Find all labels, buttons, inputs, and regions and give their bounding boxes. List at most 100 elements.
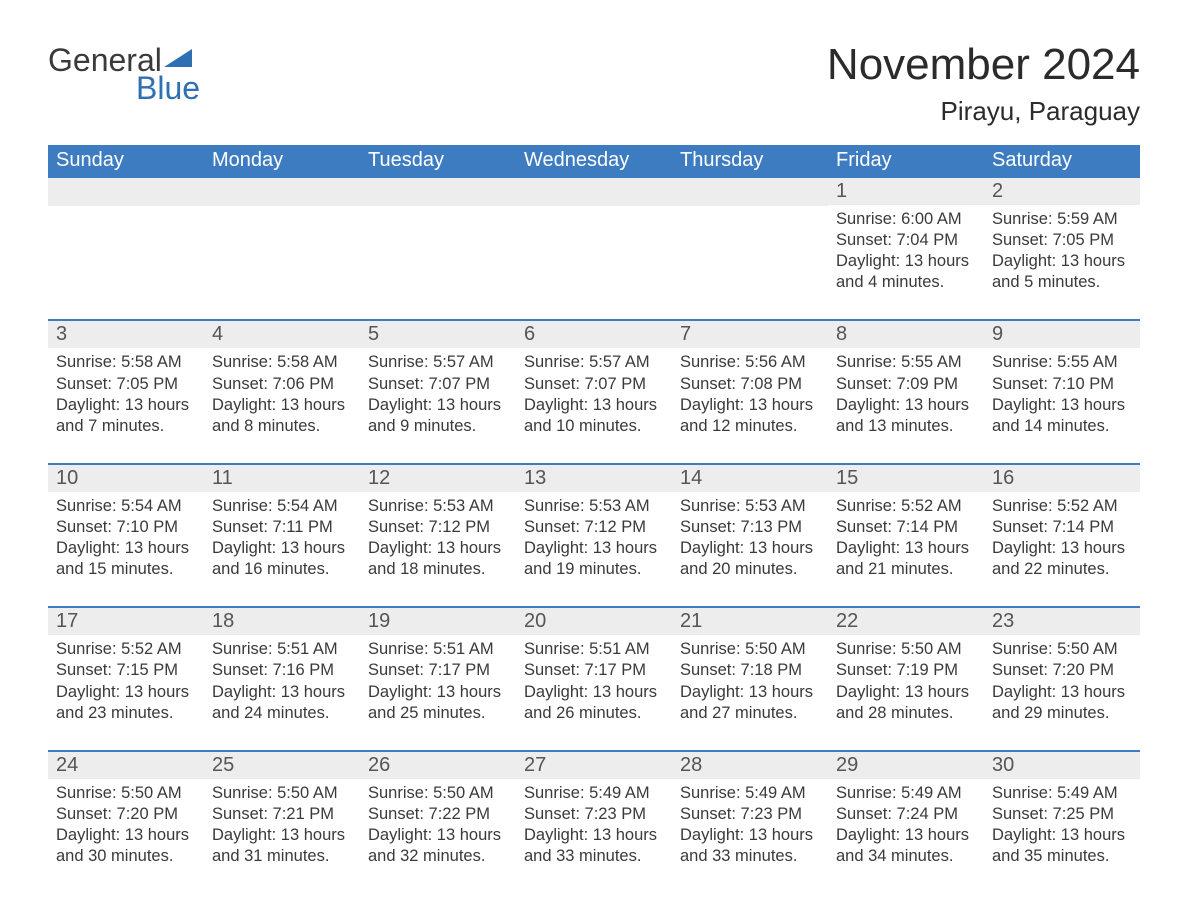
day-number: 8 bbox=[828, 321, 984, 348]
day-details: Sunrise: 5:49 AMSunset: 7:23 PMDaylight:… bbox=[524, 783, 664, 867]
calendar-day: 12 Sunrise: 5:53 AMSunset: 7:12 PMDayligh… bbox=[360, 465, 516, 588]
calendar-week: 24Sunrise: 5:50 AMSunset: 7:20 PMDayligh… bbox=[48, 750, 1140, 875]
sunset-text: Sunset: 7:14 PM bbox=[992, 517, 1132, 538]
day-number: 13 bbox=[516, 465, 672, 492]
sunrise-text: Sunrise: 5:58 AM bbox=[56, 352, 196, 373]
logo-triangle-icon bbox=[164, 40, 192, 72]
daylight-text: Daylight: 13 hours and 9 minutes. bbox=[368, 395, 508, 437]
daylight-text: Daylight: 13 hours and 34 minutes. bbox=[836, 825, 976, 867]
empty-day-bar bbox=[360, 178, 516, 206]
day-number: 11 bbox=[204, 465, 360, 492]
sunrise-text: Sunrise: 5:49 AM bbox=[992, 783, 1132, 804]
day-details: Sunrise: 5:59 AMSunset: 7:05 PMDaylight:… bbox=[992, 209, 1132, 293]
weekday-header: Sunday bbox=[48, 145, 204, 178]
day-number: 12 bbox=[360, 465, 516, 492]
day-number: 28 bbox=[672, 752, 828, 779]
sunrise-text: Sunrise: 5:49 AM bbox=[680, 783, 820, 804]
daylight-text: Daylight: 13 hours and 24 minutes. bbox=[212, 682, 352, 724]
sunset-text: Sunset: 7:04 PM bbox=[836, 230, 976, 251]
daylight-text: Daylight: 13 hours and 7 minutes. bbox=[56, 395, 196, 437]
calendar-day: 17Sunrise: 5:52 AMSunset: 7:15 PMDayligh… bbox=[48, 608, 204, 731]
sunrise-text: Sunrise: 5:54 AM bbox=[212, 496, 352, 517]
weekday-header: Wednesday bbox=[516, 145, 672, 178]
calendar-week: 10Sunrise: 5:54 AMSunset: 7:10 PMDayligh… bbox=[48, 463, 1140, 588]
sunrise-text: Sunrise: 5:52 AM bbox=[836, 496, 976, 517]
daylight-text: Daylight: 13 hours and 13 minutes. bbox=[836, 395, 976, 437]
daylight-text: Daylight: 13 hours and 4 minutes. bbox=[836, 251, 976, 293]
sunrise-text: Sunrise: 5:50 AM bbox=[836, 639, 976, 660]
calendar-empty-day bbox=[204, 178, 360, 301]
calendar-day: 26 Sunrise: 5:50 AMSunset: 7:22 PMDayligh… bbox=[360, 752, 516, 875]
day-number: 17 bbox=[48, 608, 204, 635]
sunset-text: Sunset: 7:21 PM bbox=[212, 804, 352, 825]
empty-day-bar bbox=[204, 178, 360, 206]
day-details: Sunrise: 5:56 AMSunset: 7:08 PMDaylight:… bbox=[680, 352, 820, 436]
calendar-empty-day bbox=[360, 178, 516, 301]
sunrise-text: Sunrise: 5:49 AM bbox=[524, 783, 664, 804]
day-number: 27 bbox=[516, 752, 672, 779]
brand-logo: General Blue bbox=[48, 40, 200, 104]
calendar-day: 11Sunrise: 5:54 AMSunset: 7:11 PMDayligh… bbox=[204, 465, 360, 588]
sunrise-text: Sunrise: 5:57 AM bbox=[368, 352, 508, 373]
sunset-text: Sunset: 7:25 PM bbox=[992, 804, 1132, 825]
weekday-header: Saturday bbox=[984, 145, 1140, 178]
sunset-text: Sunset: 7:12 PM bbox=[524, 517, 664, 538]
day-details: Sunrise: 5:54 AMSunset: 7:10 PMDaylight:… bbox=[56, 496, 196, 580]
sunset-text: Sunset: 7:22 PM bbox=[368, 804, 508, 825]
day-number: 5 bbox=[360, 321, 516, 348]
weekday-header: Tuesday bbox=[360, 145, 516, 178]
daylight-text: Daylight: 13 hours and 22 minutes. bbox=[992, 538, 1132, 580]
day-details: Sunrise: 5:50 AMSunset: 7:20 PMDaylight:… bbox=[56, 783, 196, 867]
sunset-text: Sunset: 7:11 PM bbox=[212, 517, 352, 538]
day-number: 18 bbox=[204, 608, 360, 635]
sunrise-text: Sunrise: 5:53 AM bbox=[368, 496, 508, 517]
weekday-header-row: Sunday Monday Tuesday Wednesday Thursday… bbox=[48, 145, 1140, 178]
day-details: Sunrise: 5:57 AMSunset: 7:07 PMDaylight:… bbox=[368, 352, 508, 436]
daylight-text: Daylight: 13 hours and 19 minutes. bbox=[524, 538, 664, 580]
sunrise-text: Sunrise: 5:52 AM bbox=[56, 639, 196, 660]
day-details: Sunrise: 6:00 AMSunset: 7:04 PMDaylight:… bbox=[836, 209, 976, 293]
sunrise-text: Sunrise: 5:51 AM bbox=[368, 639, 508, 660]
sunrise-text: Sunrise: 5:49 AM bbox=[836, 783, 976, 804]
day-details: Sunrise: 5:53 AMSunset: 7:13 PMDaylight:… bbox=[680, 496, 820, 580]
calendar: Sunday Monday Tuesday Wednesday Thursday… bbox=[48, 145, 1140, 875]
sunset-text: Sunset: 7:24 PM bbox=[836, 804, 976, 825]
calendar-day: 2Sunrise: 5:59 AMSunset: 7:05 PMDaylight… bbox=[984, 178, 1140, 301]
day-details: Sunrise: 5:51 AMSunset: 7:16 PMDaylight:… bbox=[212, 639, 352, 723]
sunset-text: Sunset: 7:20 PM bbox=[992, 660, 1132, 681]
sunrise-text: Sunrise: 5:55 AM bbox=[836, 352, 976, 373]
day-details: Sunrise: 5:50 AMSunset: 7:22 PMDaylight:… bbox=[368, 783, 508, 867]
sunrise-text: Sunrise: 5:57 AM bbox=[524, 352, 664, 373]
day-number: 26 bbox=[360, 752, 516, 779]
sunrise-text: Sunrise: 5:51 AM bbox=[212, 639, 352, 660]
weekday-header: Friday bbox=[828, 145, 984, 178]
daylight-text: Daylight: 13 hours and 29 minutes. bbox=[992, 682, 1132, 724]
daylight-text: Daylight: 13 hours and 15 minutes. bbox=[56, 538, 196, 580]
daylight-text: Daylight: 13 hours and 14 minutes. bbox=[992, 395, 1132, 437]
location-label: Pirayu, Paraguay bbox=[827, 96, 1140, 127]
calendar-empty-day bbox=[516, 178, 672, 301]
day-number: 4 bbox=[204, 321, 360, 348]
calendar-day: 5 Sunrise: 5:57 AMSunset: 7:07 PMDaylight… bbox=[360, 321, 516, 444]
sunrise-text: Sunrise: 5:59 AM bbox=[992, 209, 1132, 230]
day-details: Sunrise: 5:51 AMSunset: 7:17 PMDaylight:… bbox=[524, 639, 664, 723]
sunset-text: Sunset: 7:09 PM bbox=[836, 374, 976, 395]
daylight-text: Daylight: 13 hours and 32 minutes. bbox=[368, 825, 508, 867]
calendar-day: 28Sunrise: 5:49 AMSunset: 7:23 PMDayligh… bbox=[672, 752, 828, 875]
calendar-day: 23Sunrise: 5:50 AMSunset: 7:20 PMDayligh… bbox=[984, 608, 1140, 731]
day-number: 3 bbox=[48, 321, 204, 348]
day-details: Sunrise: 5:53 AMSunset: 7:12 PMDaylight:… bbox=[524, 496, 664, 580]
day-details: Sunrise: 5:52 AMSunset: 7:14 PMDaylight:… bbox=[992, 496, 1132, 580]
daylight-text: Daylight: 13 hours and 31 minutes. bbox=[212, 825, 352, 867]
sunset-text: Sunset: 7:10 PM bbox=[56, 517, 196, 538]
calendar-day: 6Sunrise: 5:57 AMSunset: 7:07 PMDaylight… bbox=[516, 321, 672, 444]
sunset-text: Sunset: 7:13 PM bbox=[680, 517, 820, 538]
sunset-text: Sunset: 7:07 PM bbox=[368, 374, 508, 395]
day-details: Sunrise: 5:53 AMSunset: 7:12 PMDaylight:… bbox=[368, 496, 508, 580]
sunset-text: Sunset: 7:19 PM bbox=[836, 660, 976, 681]
calendar-day: 16Sunrise: 5:52 AMSunset: 7:14 PMDayligh… bbox=[984, 465, 1140, 588]
day-number: 25 bbox=[204, 752, 360, 779]
calendar-day: 29Sunrise: 5:49 AMSunset: 7:24 PMDayligh… bbox=[828, 752, 984, 875]
calendar-day: 24Sunrise: 5:50 AMSunset: 7:20 PMDayligh… bbox=[48, 752, 204, 875]
sunset-text: Sunset: 7:18 PM bbox=[680, 660, 820, 681]
